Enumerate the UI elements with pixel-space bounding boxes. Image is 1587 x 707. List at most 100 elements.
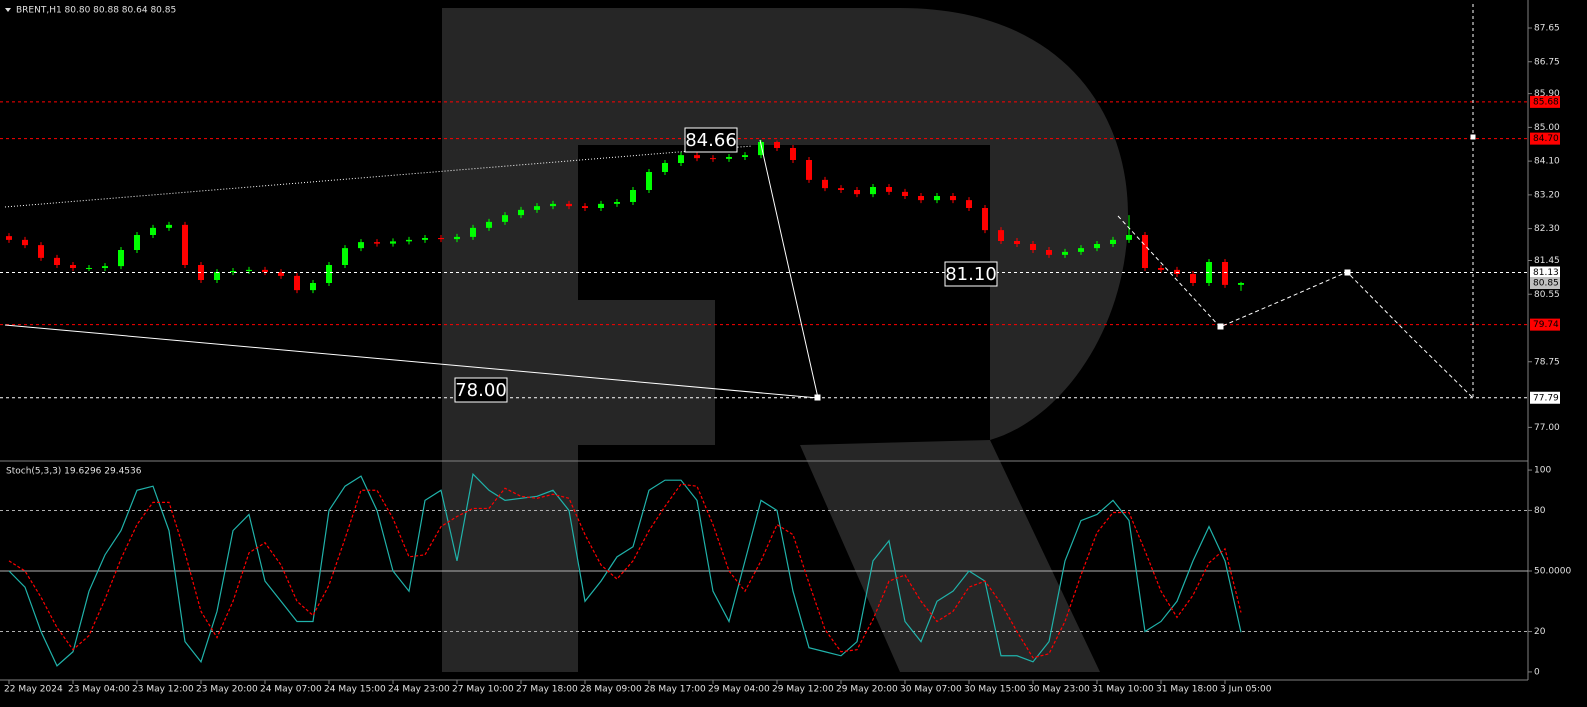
forecast-line [1117, 215, 1474, 399]
x-tick-label: 30 May 07:00 [900, 685, 962, 695]
candle-body [262, 269, 268, 273]
candle-body [550, 203, 556, 207]
level-tag [1530, 318, 1560, 331]
drawings [4, 4, 1476, 401]
y-tick-label: 77.00 [1534, 423, 1560, 433]
watermark [442, 8, 1128, 672]
level-label: 84.70 [1533, 134, 1559, 144]
candle-body [934, 196, 940, 201]
candle-body [342, 248, 348, 265]
y-tick-label: 83.20 [1534, 190, 1560, 200]
candle-body [1142, 235, 1148, 268]
candle-body [806, 160, 812, 180]
x-tick-label: 23 May 12:00 [132, 685, 194, 695]
candle-body [230, 271, 236, 273]
stoch-line [8, 483, 1242, 659]
x-tick-label: 30 May 23:00 [1028, 685, 1090, 695]
annotation-box [944, 261, 998, 287]
candle-body [742, 155, 748, 157]
indicator-title: Stoch(5,3,3) 19.6296 29.4536 [6, 467, 142, 477]
candle-body [358, 242, 364, 249]
candle-body [134, 235, 140, 250]
candle-body [310, 283, 316, 291]
candle-body [486, 221, 492, 228]
candle-body [422, 238, 428, 240]
x-tick-label: 31 May 10:00 [1092, 685, 1154, 695]
candle-body [1190, 274, 1196, 283]
candle-body [918, 196, 924, 201]
candle-body [118, 250, 124, 267]
level-tag [1530, 391, 1560, 404]
x-tick-label: 24 May 07:00 [260, 685, 322, 695]
candle-body [470, 227, 476, 237]
candle-body [566, 203, 572, 207]
candle-body [998, 230, 1004, 241]
y-tick-label: 80 [1534, 506, 1546, 516]
x-tick-label: 22 May 2024 [4, 685, 63, 695]
level-label: 81.13 [1533, 268, 1559, 278]
candle-body [150, 227, 156, 235]
x-tick-label: 28 May 09:00 [580, 685, 642, 695]
candle-body [614, 202, 620, 204]
candle-body [758, 142, 764, 156]
candle-body [214, 272, 220, 280]
candle-body [678, 155, 684, 163]
x-tick-label: 27 May 10:00 [452, 685, 514, 695]
candle-body [630, 190, 636, 202]
candle-body [854, 190, 860, 195]
y-tick-label: 0 [1534, 667, 1540, 677]
candle-body [1078, 248, 1084, 252]
x-tick-label: 29 May 04:00 [708, 685, 770, 695]
stoch-line [8, 472, 1242, 667]
candle-body [182, 224, 188, 265]
point [1217, 323, 1224, 330]
y-tick-label: 85.00 [1534, 123, 1560, 133]
candle-body [502, 215, 508, 222]
candle-body [278, 272, 284, 276]
candle-body [54, 257, 60, 265]
y-tick-label: 80.55 [1534, 290, 1560, 300]
y-tick-label: 82.30 [1534, 224, 1560, 234]
trend-line [4, 145, 753, 208]
candle-body [966, 200, 972, 208]
candle-body [710, 158, 716, 160]
candle-body [518, 209, 524, 216]
candle-body [646, 172, 652, 190]
level-label: 77.79 [1533, 393, 1559, 403]
candle-body [822, 179, 828, 189]
candle-body [326, 265, 332, 283]
candle-body [1158, 268, 1164, 270]
candle-body [1238, 283, 1244, 285]
candle-body [886, 187, 892, 192]
candle-body [1222, 262, 1228, 285]
y-tick-label: 87.65 [1534, 24, 1560, 34]
candle-body [438, 238, 444, 240]
candle-body [102, 266, 108, 268]
candle-body [582, 206, 588, 208]
annotation: 78.00 [455, 380, 507, 401]
x-tick-label: 27 May 18:00 [516, 685, 578, 695]
annotations: 84.66 81.10 78.00 [454, 127, 998, 403]
candle-body [374, 242, 380, 244]
candle-body [454, 236, 460, 240]
candle-body [22, 239, 28, 246]
candle-body [86, 268, 92, 269]
y-tick-label: 50.0000 [1534, 567, 1571, 577]
annotation: 84.66 [685, 130, 737, 151]
candle-body [70, 265, 76, 268]
candle-body [1110, 239, 1116, 244]
candle-body [902, 191, 908, 196]
candle-body [662, 163, 668, 172]
x-tick-label: 29 May 20:00 [836, 685, 898, 695]
x-tick-label: 3 Jun 05:00 [1220, 685, 1272, 695]
candle-body [774, 142, 780, 148]
candle-body [38, 245, 44, 258]
candle-body [6, 236, 12, 240]
y-tick-label: 20 [1534, 627, 1546, 637]
x-tick-label: 31 May 18:00 [1156, 685, 1218, 695]
level-tag [1530, 266, 1560, 279]
candle-body [1030, 244, 1036, 250]
point [814, 394, 821, 401]
